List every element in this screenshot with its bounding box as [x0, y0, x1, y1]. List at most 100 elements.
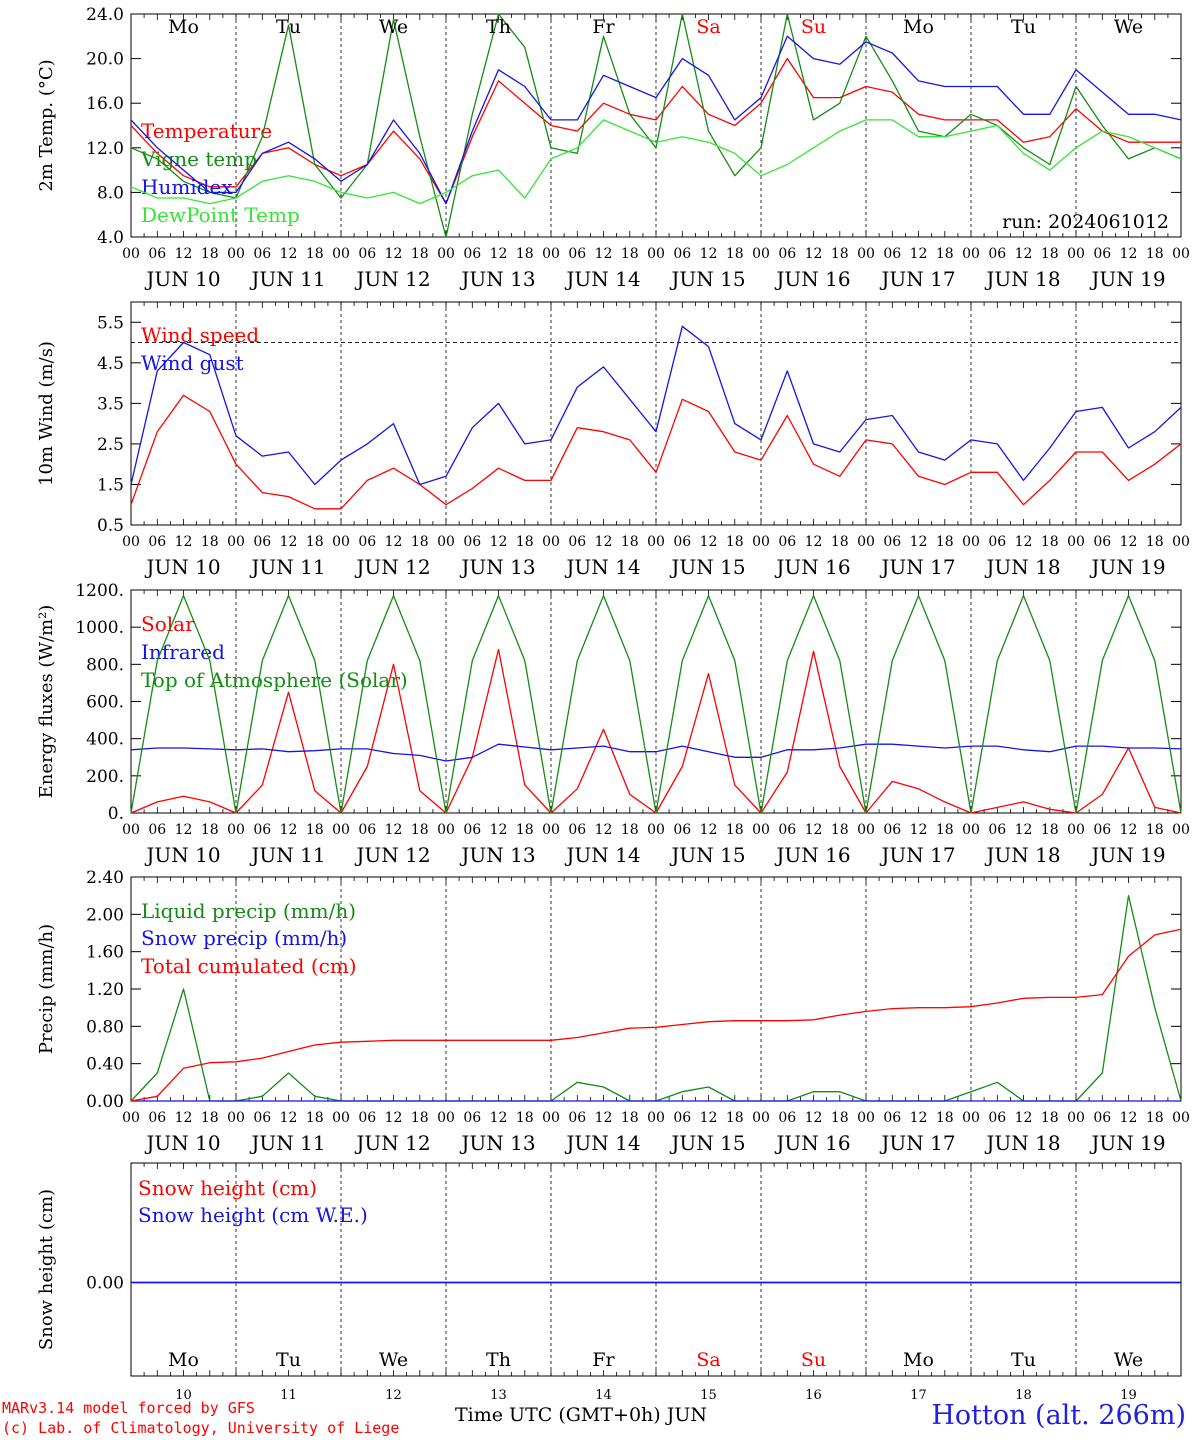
hour-tick-label: 00 [332, 822, 350, 838]
hour-tick-label: 12 [1015, 1110, 1033, 1126]
date-label: JUN 15 [669, 1131, 745, 1155]
legend-entry: DewPoint Temp [141, 203, 300, 227]
day-number: 15 [700, 1388, 717, 1403]
day-number: 11 [280, 1388, 297, 1403]
hour-tick-label: 18 [1041, 246, 1059, 262]
hour-tick-label: 06 [883, 822, 901, 838]
weekday-label: Tu [276, 1349, 301, 1371]
day-number: 10 [175, 1388, 192, 1403]
hour-tick-label: 12 [1015, 246, 1033, 262]
y-tick-label: 1.20 [86, 980, 124, 1000]
hour-tick-label: 06 [883, 534, 901, 550]
hour-tick-label: 00 [752, 534, 770, 550]
hour-tick-label: 18 [726, 1110, 744, 1126]
hour-tick-label: 18 [1041, 534, 1059, 550]
series-line [130, 13, 1182, 238]
date-label: JUN 11 [249, 267, 325, 291]
date-label: JUN 12 [354, 267, 430, 291]
hour-tick-label: 06 [673, 534, 691, 550]
hour-tick-label: 18 [201, 534, 219, 550]
weekday-label: We [1114, 1349, 1143, 1371]
hour-tick-label: 00 [647, 1110, 665, 1126]
weekday-label: Th [486, 16, 511, 38]
hour-tick-label: 00 [647, 534, 665, 550]
weekday-label: Mo [903, 1349, 934, 1371]
date-label: JUN 17 [879, 1131, 955, 1155]
weekday-label: Mo [903, 16, 934, 38]
hour-tick-label: 12 [1015, 822, 1033, 838]
hour-tick-label: 18 [621, 534, 639, 550]
hour-tick-label: 12 [700, 822, 718, 838]
hour-tick-label: 18 [726, 534, 744, 550]
hour-tick-label: 12 [595, 246, 613, 262]
hour-tick-label: 06 [673, 822, 691, 838]
station-name: Hotton (alt. 266m) [931, 1400, 1186, 1431]
hour-tick-label: 12 [700, 1110, 718, 1126]
hour-tick-label: 06 [253, 822, 271, 838]
hour-tick-label: 18 [411, 534, 429, 550]
hour-tick-label: 06 [463, 534, 481, 550]
hour-tick-label: 06 [1093, 1110, 1111, 1126]
hour-tick-label: 12 [175, 822, 193, 838]
hour-tick-label: 06 [358, 822, 376, 838]
hour-tick-label: 00 [332, 534, 350, 550]
hour-tick-label: 06 [673, 246, 691, 262]
hour-tick-label: 06 [988, 246, 1006, 262]
y-tick-label: 12.0 [86, 139, 124, 159]
legend-entry: Wind gust [141, 351, 244, 375]
y-tick-label: 2.5 [97, 435, 124, 455]
date-label: JUN 19 [1089, 267, 1165, 291]
hour-tick-label: 18 [1146, 822, 1164, 838]
weekday-label: Su [801, 1349, 826, 1371]
y-tick-label: 24.0 [86, 5, 124, 25]
day-number: 17 [910, 1388, 927, 1403]
y-tick-label: 600. [86, 693, 124, 713]
hour-tick-label: 00 [1067, 822, 1085, 838]
day-number: 13 [490, 1388, 507, 1403]
date-label: JUN 11 [249, 843, 325, 867]
y-axis-title: 2m Temp. (°C) [36, 59, 57, 191]
hour-tick-label: 00 [122, 246, 140, 262]
date-label: JUN 18 [984, 843, 1060, 867]
hour-tick-label: 18 [936, 1110, 954, 1126]
y-tick-label: 1200. [75, 581, 124, 601]
hour-tick-label: 06 [988, 534, 1006, 550]
hour-tick-label: 12 [805, 1110, 823, 1126]
hour-tick-label: 18 [411, 1110, 429, 1126]
hour-tick-label: 00 [1172, 1110, 1190, 1126]
hour-tick-label: 00 [437, 822, 455, 838]
hour-tick-label: 18 [411, 246, 429, 262]
hour-tick-label: 18 [1146, 1110, 1164, 1126]
y-tick-label: 4.0 [97, 228, 124, 248]
hour-tick-label: 18 [936, 534, 954, 550]
weekday-label: Tu [276, 16, 301, 38]
weekday-label: Sa [696, 1349, 720, 1371]
hour-tick-label: 12 [280, 246, 298, 262]
hour-tick-label: 06 [358, 246, 376, 262]
hour-tick-label: 12 [1120, 1110, 1138, 1126]
hour-tick-label: 12 [490, 822, 508, 838]
day-number: 18 [1015, 1388, 1032, 1403]
y-tick-label: 1.60 [86, 943, 124, 963]
hour-tick-label: 06 [568, 822, 586, 838]
hour-tick-label: 18 [306, 822, 324, 838]
legend-entry: Temperature [141, 119, 272, 143]
y-tick-label: 20.0 [86, 50, 124, 70]
hour-ticks [130, 302, 1182, 525]
hour-tick-label: 00 [227, 822, 245, 838]
hour-tick-label: 12 [700, 246, 718, 262]
date-label: JUN 19 [1089, 843, 1165, 867]
panel-frame [130, 589, 1182, 814]
hour-tick-label: 06 [673, 1110, 691, 1126]
hour-tick-label: 06 [463, 246, 481, 262]
hour-tick-label: 06 [253, 534, 271, 550]
hour-tick-label: 06 [778, 1110, 796, 1126]
legend-entry: Infrared [141, 640, 225, 664]
hour-tick-label: 06 [778, 246, 796, 262]
hour-tick-label: 06 [568, 1110, 586, 1126]
hour-tick-label: 06 [568, 246, 586, 262]
hour-tick-label: 00 [542, 534, 560, 550]
weekday-label: Th [486, 1349, 511, 1371]
hour-tick-label: 18 [621, 1110, 639, 1126]
legend-entry: Total cumulated (cm) [141, 954, 357, 978]
